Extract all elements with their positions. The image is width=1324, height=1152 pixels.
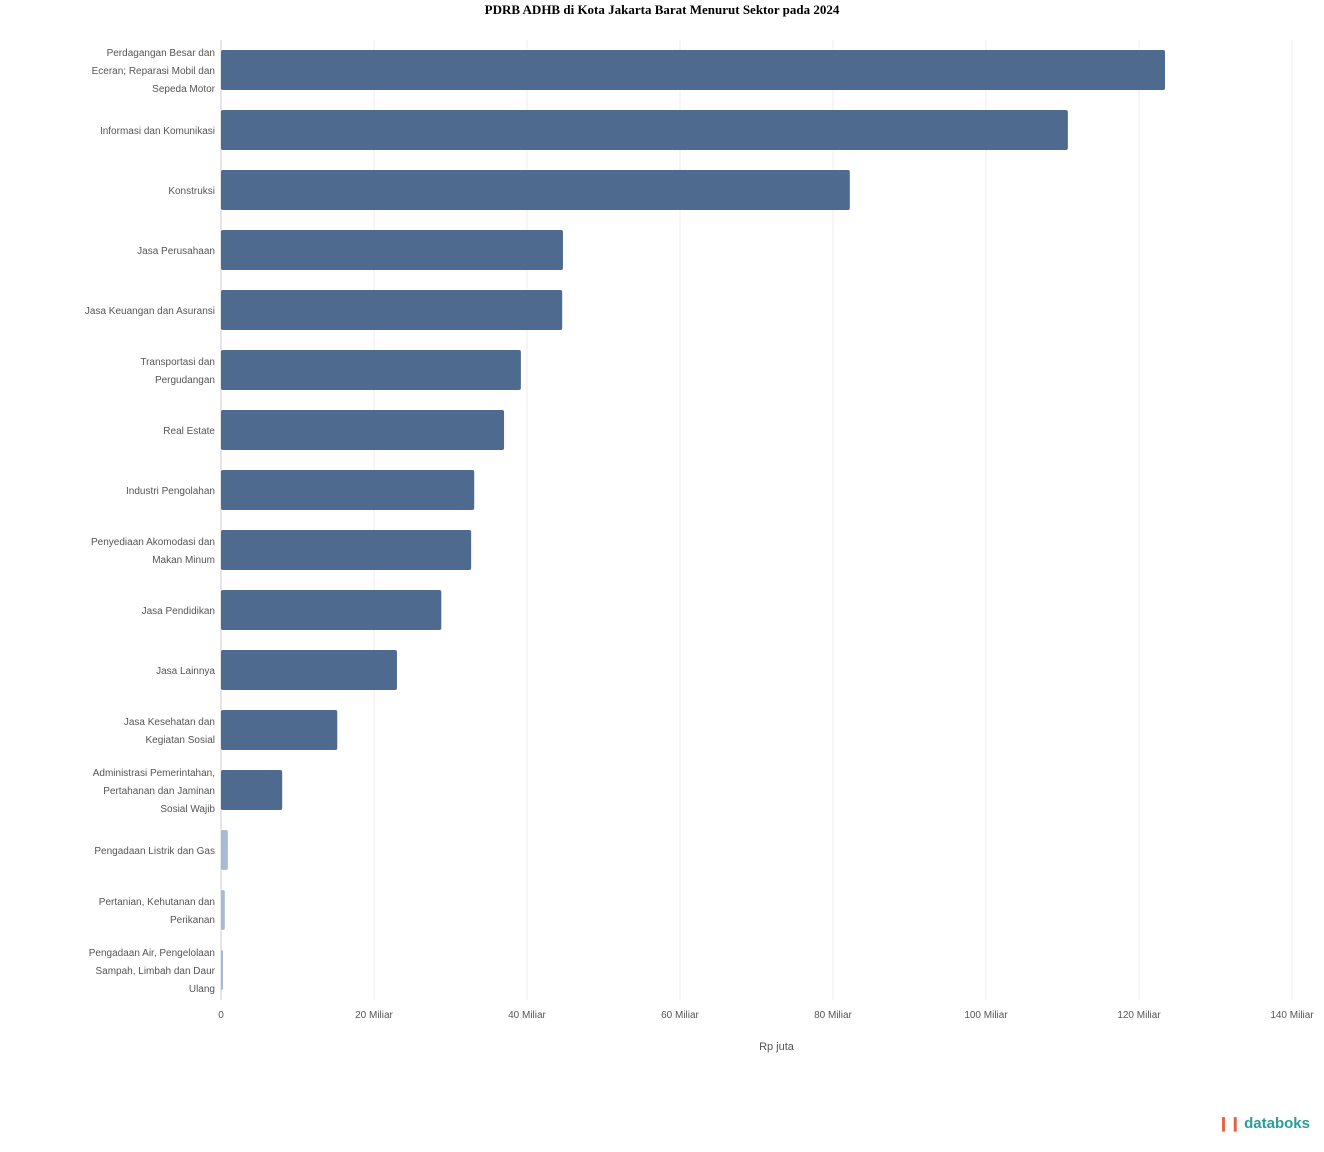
bar (221, 350, 521, 390)
x-tick-label: 40 Miliar (508, 1010, 546, 1021)
y-tick-label: Informasi dan Komunikasi (100, 126, 215, 137)
y-tick-label: Real Estate (163, 426, 215, 437)
bar (221, 890, 225, 930)
bar (221, 710, 338, 750)
x-axis-label: Rp juta (759, 1041, 795, 1053)
bar (221, 590, 442, 630)
bar (221, 650, 397, 690)
y-tick-label: Penyediaan Akomodasi dan Makan Minum (91, 537, 215, 566)
bar (221, 290, 563, 330)
logo-text: databoks (1244, 1115, 1310, 1132)
bar (221, 470, 475, 510)
y-tick-label: Jasa Kesehatan dan Kegiatan Sosial (124, 717, 215, 746)
logo-mark-icon: ❙❙ (1217, 1115, 1242, 1131)
y-tick-label: Jasa Keuangan dan Asuransi (85, 306, 215, 317)
x-tick-label: 20 Miliar (355, 1010, 393, 1021)
bar (221, 170, 850, 210)
bar (221, 50, 1166, 90)
y-tick-label: Jasa Lainnya (156, 666, 215, 677)
x-tick-label: 100 Miliar (964, 1010, 1008, 1021)
bar (221, 110, 1068, 150)
y-tick-label: Pengadaan Air, Pengelolaan Sampah, Limbah… (89, 948, 216, 995)
y-tick-label: Administrasi Pemerintahan, Pertahanan dan… (93, 768, 216, 815)
x-tick-label: 60 Miliar (661, 1010, 699, 1021)
bar (221, 530, 472, 570)
y-tick-label: Industri Pengolahan (126, 486, 215, 497)
y-tick-label: Transportasi dan Pergudangan (140, 357, 215, 386)
x-tick-label: 140 Miliar (1270, 1010, 1314, 1021)
chart-title: PDRB ADHB di Kota Jakarta Barat Menurut … (484, 2, 840, 17)
y-tick-label: Pertanian, Kehutanan dan Perikanan (99, 897, 215, 926)
y-tick-label: Konstruksi (168, 186, 215, 197)
bar (221, 770, 283, 810)
y-tick-label: Perdagangan Besar dan Eceran; Reparasi Mo… (92, 48, 216, 95)
x-tick-label: 0 (218, 1010, 224, 1021)
y-tick-label: Jasa Perusahaan (137, 246, 215, 257)
bar (221, 230, 563, 270)
y-tick-label: Pengadaan Listrik dan Gas (94, 846, 215, 857)
bar (221, 830, 228, 870)
x-tick-label: 80 Miliar (814, 1010, 852, 1021)
x-tick-label: 120 Miliar (1117, 1010, 1161, 1021)
y-tick-label: Jasa Pendidikan (142, 606, 215, 617)
bar (221, 410, 505, 450)
bar (221, 950, 223, 990)
databoks-logo: ❙❙ databoks (1218, 1115, 1310, 1132)
